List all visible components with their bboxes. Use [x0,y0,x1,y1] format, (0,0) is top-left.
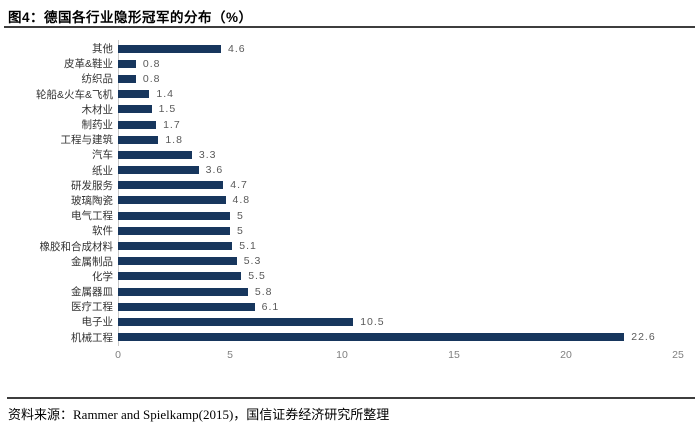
bar-row: 纸业 3.6 [0,163,700,178]
bar-row: 木材业 1.5 [0,102,700,117]
bar [118,74,136,83]
value-label: 5 [237,209,244,222]
value-label: 5.8 [254,285,273,298]
x-tick-label: 20 [560,349,572,361]
value-label: 5.3 [243,255,262,268]
x-tick-label: 5 [227,349,233,361]
bar-row: 电子业 10.5 [0,314,700,329]
category-label: 汽车 [92,149,113,162]
category-label: 皮革&鞋业 [63,58,113,71]
title-divider [4,26,695,28]
bar [118,317,354,326]
bar-row: 制药业 1.7 [0,117,700,132]
value-label: 4.6 [228,42,246,55]
x-axis: 0 5 10 15 20 25 [0,349,700,363]
category-label: 电气工程 [71,210,113,223]
y-axis-line [118,40,119,346]
x-tick-label: 0 [115,349,121,361]
bar-row: 轮船&火车&飞机 1.4 [0,87,700,102]
value-label: 10.5 [360,315,385,328]
category-label: 轮船&火车&飞机 [35,88,113,101]
bar-row: 电气工程 5 [0,208,700,223]
value-label: 5 [237,224,244,237]
bar [118,333,625,342]
category-label: 橡胶和合成材料 [39,240,114,253]
x-tick-label: 15 [448,349,460,361]
value-label: 0.8 [142,57,161,70]
bar [118,272,242,281]
x-tick-label: 10 [336,349,348,361]
value-label: 3.6 [205,164,224,177]
category-label: 木材业 [81,103,114,116]
bar [118,181,224,190]
category-label: 电子业 [81,316,114,329]
bar-row: 其他 4.6 [0,41,700,56]
bar-row: 机械工程 22.6 [0,330,700,345]
category-label: 其他 [92,43,113,56]
bar-row: 纺织品 0.8 [0,71,700,86]
bar-row: 玻璃陶瓷 4.8 [0,193,700,208]
bar [118,196,226,205]
value-label: 1.4 [156,88,174,101]
value-label: 1.5 [158,103,177,116]
bar [118,105,152,114]
bar [118,90,150,99]
category-label: 纺织品 [81,73,114,86]
bar [118,302,255,311]
category-label: 制药业 [81,119,114,132]
category-label: 化学 [92,270,113,283]
value-label: 1.7 [163,118,181,131]
bar [118,150,192,159]
bar-rows: 其他 4.6 皮革&鞋业 0.8 纺织品 0.8 轮船&火车&飞机 1.4 木材业 1.5 制药业 1… [0,41,700,345]
category-label: 机械工程 [71,331,113,344]
value-label: 0.8 [142,72,161,85]
x-tick-label: 25 [672,349,684,361]
value-label: 1.8 [165,133,183,146]
category-label: 金属器皿 [71,286,113,299]
bar [118,287,248,296]
category-label: 金属制品 [71,255,113,268]
bar-row: 皮革&鞋业 0.8 [0,56,700,71]
category-label: 研发服务 [71,179,113,192]
bar-row: 金属制品 5.3 [0,254,700,269]
bar-row: 工程与建筑 1.8 [0,132,700,147]
category-label: 软件 [92,225,113,238]
value-label: 4.8 [232,194,251,207]
bar-row: 研发服务 4.7 [0,178,700,193]
bar [118,59,136,68]
bar-row: 汽车 3.3 [0,147,700,162]
value-label: 4.7 [230,179,248,192]
bar [118,242,233,251]
category-label: 玻璃陶瓷 [71,194,113,207]
bar [118,257,237,266]
bar [118,135,159,144]
source-text: 资料来源：Rammer and Spielkamp(2015)，国信证券经济研究… [8,407,390,422]
category-label: 纸业 [92,164,113,177]
bar-row: 橡胶和合成材料 5.1 [0,238,700,253]
bar [118,166,199,175]
bar-row: 金属器皿 5.8 [0,284,700,299]
value-label: 5.1 [239,240,257,253]
figure-title: 图4：德国各行业隐形冠军的分布（%） [8,10,253,25]
category-label: 工程与建筑 [60,134,114,147]
bar-row: 软件 5 [0,223,700,238]
value-label: 6.1 [261,300,280,313]
bar [118,226,230,235]
bar [118,211,230,220]
source-divider [7,397,695,399]
bar [118,120,157,129]
bar-row: 化学 5.5 [0,269,700,284]
bar-row: 医疗工程 6.1 [0,299,700,314]
value-label: 5.5 [248,270,266,283]
value-label: 3.3 [198,148,217,161]
category-label: 医疗工程 [71,301,113,314]
bar [118,44,222,53]
value-label: 22.6 [631,331,656,344]
bar-chart: 其他 4.6 皮革&鞋业 0.8 纺织品 0.8 轮船&火车&飞机 1.4 木材业 1.5 制药业 1… [0,41,700,345]
